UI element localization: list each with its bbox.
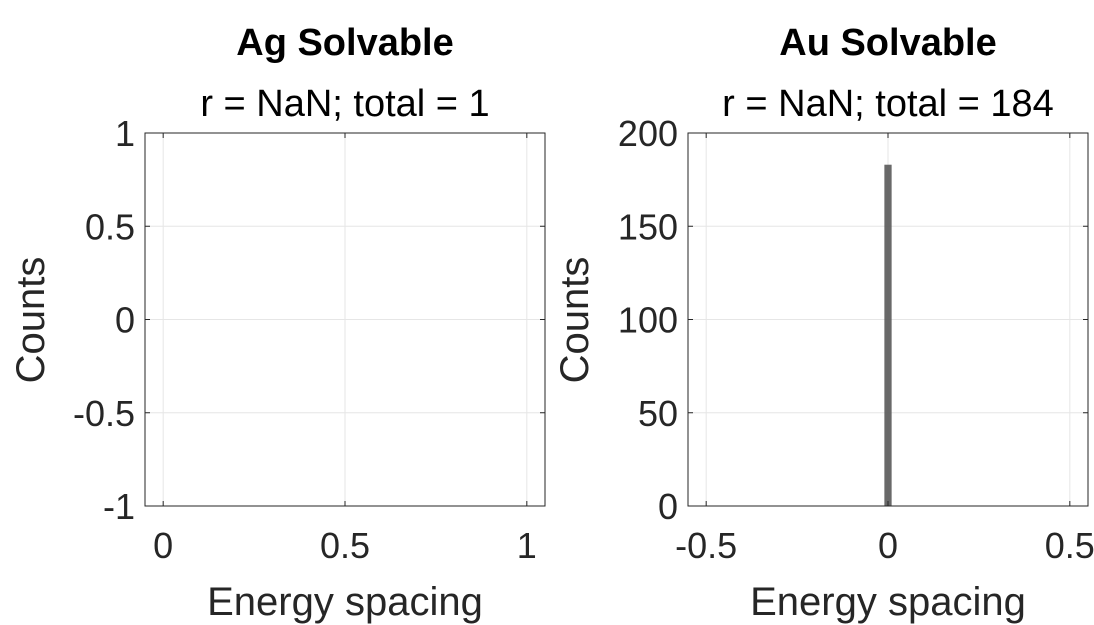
histogram-bar [884,164,892,506]
y-axis-label: Counts [553,257,597,384]
chart-subtitle: r = NaN; total = 1 [200,83,489,125]
y-tick-label: 50 [638,393,678,434]
chart-title: Au Solvable [779,22,997,64]
y-tick-label: 0.5 [85,206,135,247]
y-tick-label: 1 [115,113,135,154]
x-axis-label: Energy spacing [207,580,483,624]
y-tick-label: 0 [658,486,678,527]
x-tick-label: 0 [878,525,898,566]
x-tick-label: 0 [153,525,173,566]
chart-title: Ag Solvable [236,22,454,64]
chart-subtitle: r = NaN; total = 184 [722,83,1054,125]
y-tick-label: -1 [103,486,135,527]
y-tick-label: 100 [618,300,678,341]
x-tick-label: 1 [517,525,537,566]
x-tick-label: 0.5 [1045,525,1094,566]
y-tick-label: -0.5 [73,393,135,434]
y-tick-label: 200 [618,113,678,154]
y-axis-label: Counts [9,257,53,384]
x-tick-label: 0.5 [320,525,370,566]
y-tick-label: 0 [115,300,135,341]
chart-ag-solvable: Ag Solvable r = NaN; total = 1 Energy sp… [9,22,546,624]
y-tick-label: 150 [618,206,678,247]
chart-au-solvable: Au Solvable r = NaN; total = 184 Energy … [553,22,1094,624]
x-tick-label: -0.5 [675,525,737,566]
x-axis-label: Energy spacing [750,580,1026,624]
